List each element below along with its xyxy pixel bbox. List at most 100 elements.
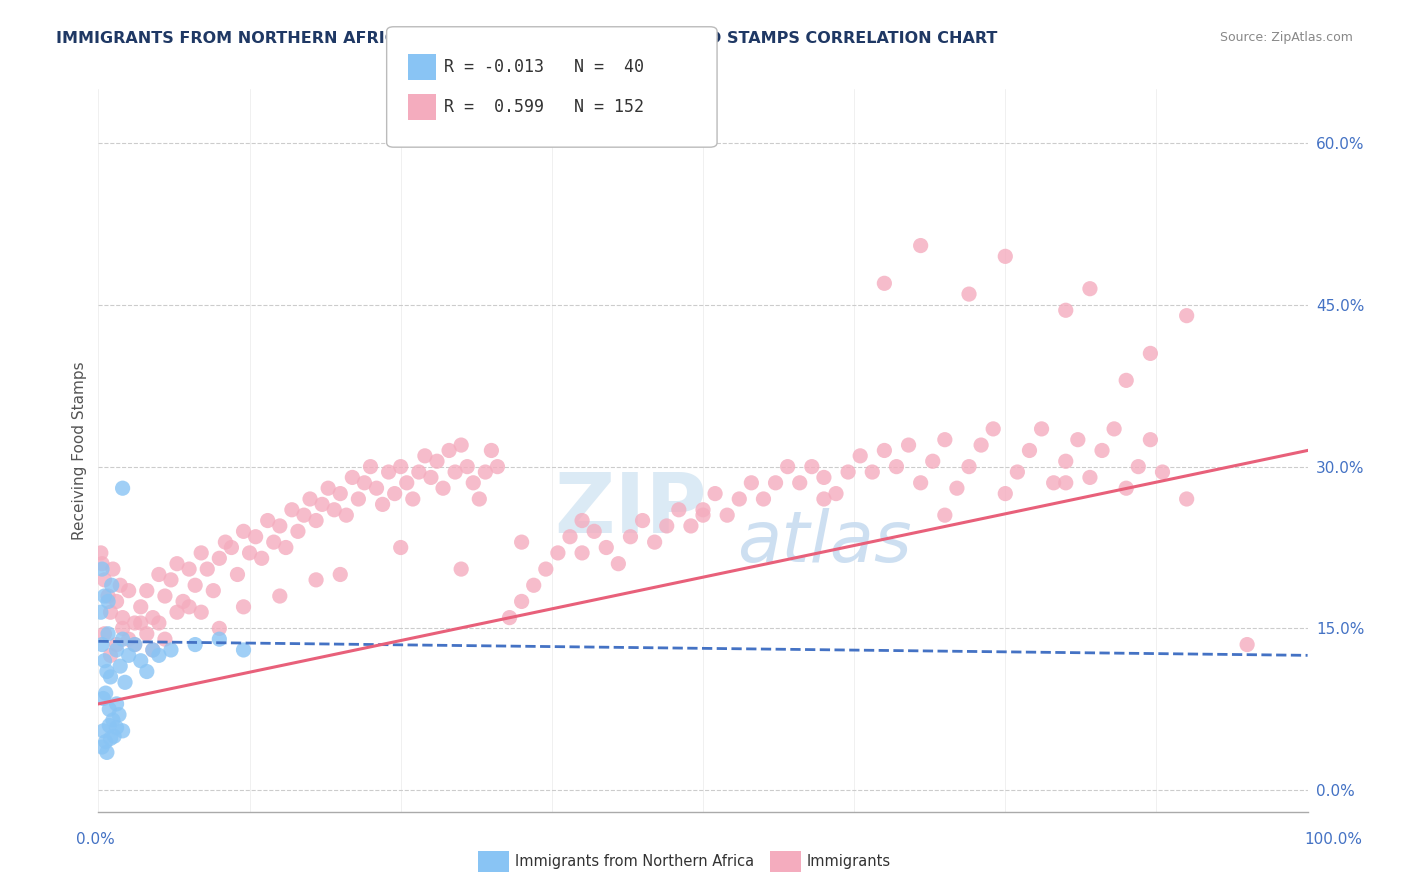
Point bbox=[631, 514, 654, 528]
Point bbox=[124, 615, 146, 630]
Point bbox=[619, 530, 641, 544]
Point bbox=[716, 508, 738, 523]
Point bbox=[994, 249, 1017, 263]
Point bbox=[474, 465, 496, 479]
Point bbox=[994, 486, 1017, 500]
Point bbox=[329, 486, 352, 500]
Point bbox=[256, 514, 278, 528]
Point bbox=[510, 535, 533, 549]
Point bbox=[179, 562, 201, 576]
Point bbox=[420, 470, 443, 484]
Point bbox=[384, 486, 406, 500]
Point bbox=[860, 465, 883, 479]
Point bbox=[239, 546, 262, 560]
Point bbox=[837, 465, 859, 479]
Point bbox=[946, 481, 969, 495]
Point bbox=[179, 599, 201, 614]
Point bbox=[93, 627, 115, 641]
Point bbox=[1054, 475, 1077, 490]
Point bbox=[1054, 454, 1077, 468]
Point bbox=[432, 481, 454, 495]
Point bbox=[1031, 422, 1053, 436]
Point bbox=[402, 491, 425, 506]
Point bbox=[124, 638, 146, 652]
Point bbox=[1128, 459, 1150, 474]
Point bbox=[752, 491, 775, 506]
Point bbox=[595, 541, 617, 555]
Point bbox=[221, 541, 243, 555]
Point bbox=[371, 497, 394, 511]
Point bbox=[910, 475, 932, 490]
Point bbox=[456, 459, 478, 474]
Point bbox=[93, 573, 115, 587]
Point bbox=[105, 638, 128, 652]
Point bbox=[353, 475, 375, 490]
Point bbox=[135, 583, 157, 598]
Point bbox=[910, 238, 932, 252]
Point bbox=[208, 621, 231, 635]
Point bbox=[208, 632, 231, 647]
Point bbox=[450, 562, 472, 576]
Point bbox=[94, 734, 117, 748]
Point bbox=[195, 562, 218, 576]
Point bbox=[800, 459, 823, 474]
Point bbox=[510, 594, 533, 608]
Point bbox=[377, 465, 399, 479]
Point bbox=[91, 739, 114, 754]
Point bbox=[957, 459, 980, 474]
Point bbox=[153, 632, 176, 647]
Point bbox=[668, 502, 690, 516]
Point bbox=[692, 508, 714, 523]
Point bbox=[287, 524, 309, 539]
Point bbox=[93, 654, 115, 668]
Point bbox=[232, 524, 254, 539]
Point bbox=[166, 557, 188, 571]
Point bbox=[135, 665, 157, 679]
Point bbox=[498, 610, 520, 624]
Point bbox=[160, 643, 183, 657]
Point bbox=[100, 670, 122, 684]
Point bbox=[274, 541, 297, 555]
Point bbox=[1175, 491, 1198, 506]
Point bbox=[957, 287, 980, 301]
Y-axis label: Receiving Food Stamps: Receiving Food Stamps bbox=[72, 361, 87, 540]
Point bbox=[571, 514, 593, 528]
Point bbox=[316, 481, 339, 495]
Point bbox=[142, 643, 165, 657]
Point bbox=[129, 654, 152, 668]
Point bbox=[486, 459, 509, 474]
Point bbox=[583, 524, 606, 539]
Point bbox=[728, 491, 751, 506]
Point bbox=[1236, 638, 1258, 652]
Point bbox=[342, 470, 364, 484]
Point bbox=[1115, 481, 1137, 495]
Point bbox=[886, 459, 908, 474]
Point bbox=[108, 578, 131, 592]
Point bbox=[208, 551, 231, 566]
Point bbox=[190, 605, 212, 619]
Point bbox=[329, 567, 352, 582]
Point bbox=[100, 605, 122, 619]
Point bbox=[437, 443, 460, 458]
Point bbox=[655, 519, 678, 533]
Point bbox=[849, 449, 872, 463]
Point bbox=[111, 610, 134, 624]
Point bbox=[105, 594, 128, 608]
Point bbox=[96, 746, 118, 760]
Point bbox=[607, 557, 630, 571]
Point bbox=[366, 481, 388, 495]
Point bbox=[98, 702, 121, 716]
Point bbox=[184, 638, 207, 652]
Point bbox=[335, 508, 357, 523]
Point bbox=[347, 491, 370, 506]
Point bbox=[172, 594, 194, 608]
Point bbox=[873, 443, 896, 458]
Point bbox=[91, 691, 114, 706]
Point bbox=[323, 502, 346, 516]
Point bbox=[214, 535, 236, 549]
Point bbox=[813, 491, 835, 506]
Point bbox=[934, 508, 956, 523]
Text: Immigrants from Northern Africa: Immigrants from Northern Africa bbox=[515, 855, 754, 869]
Point bbox=[299, 491, 322, 506]
Point bbox=[153, 589, 176, 603]
